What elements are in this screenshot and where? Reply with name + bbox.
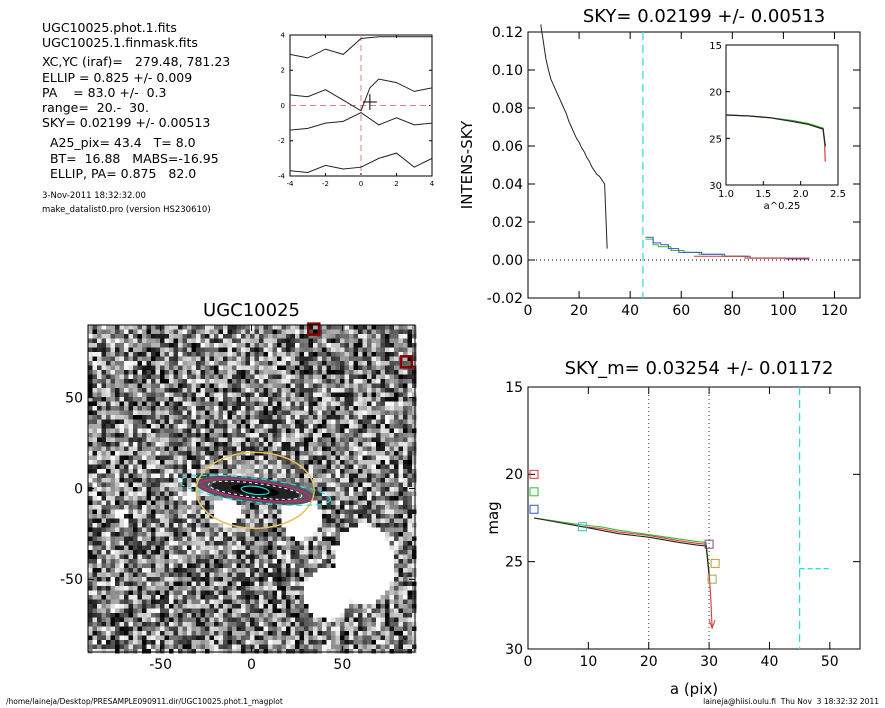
- mag-ylabel: mag: [484, 501, 502, 534]
- outer-ellipse: [199, 478, 311, 503]
- footer-path: /home/laineja/Desktop/PRESAMPLE090911.di…: [6, 697, 283, 706]
- info-panel: UGC10025.phot.1.fits UGC10025.1.finmask.…: [42, 20, 230, 217]
- intens-xtick-label: 20: [570, 303, 588, 319]
- intens-xtick-label: 120: [821, 303, 848, 319]
- center-plot-ytick-label: -2: [278, 137, 285, 145]
- info-line-sky: SKY= 0.02199 +/- 0.00513: [42, 115, 211, 131]
- inset-ytick-label: 15: [709, 41, 722, 52]
- intens-series-0: [540, 24, 608, 249]
- image-ytick-label: 0: [74, 481, 83, 497]
- intens-xtick-label: 80: [723, 303, 741, 319]
- mag-arrow-head: [708, 619, 716, 630]
- info-line-ellip-pa: ELLIP, PA= 0.875 82.0: [42, 165, 197, 181]
- center-plot-xtick-label: 4: [430, 180, 435, 188]
- info-line-date: 3-Nov-2011 18:32:32.00: [42, 191, 146, 202]
- sky-ellipse: [179, 474, 332, 507]
- info-line-pa: PA = 83.0 +/- 0.3: [42, 84, 167, 100]
- intens-ytick-label: -0.02: [487, 291, 523, 307]
- center-plot-xtick-label: 0: [359, 180, 363, 188]
- mag-marker-4: [704, 539, 714, 549]
- mag-xtick-label: 0: [524, 654, 533, 670]
- center-plot-xtick-label: 2: [394, 180, 398, 188]
- mag-ytick-label: 20: [505, 467, 523, 483]
- image-xtick-label: -50: [149, 657, 172, 673]
- info-line-program: make_datalist0.pro (version HS230610): [42, 205, 211, 216]
- intens-xtick-label: 40: [621, 303, 639, 319]
- intens-ytick-label: 0.00: [492, 253, 523, 269]
- image-xtick-label: 50: [333, 657, 351, 673]
- image-ytick-label: 50: [65, 391, 83, 407]
- inset-xtick-label: 2.0: [793, 189, 809, 200]
- image-noise-group: [88, 325, 417, 654]
- inset-ytick-label: 30: [709, 181, 722, 192]
- mag-marker-1: [529, 487, 539, 497]
- mag-marker-0: [529, 469, 539, 479]
- intens-ytick-label: 0.08: [492, 101, 523, 117]
- center-plot-contour: [289, 36, 432, 59]
- mag-ytick-label: 30: [505, 642, 523, 658]
- mag-frame: [527, 386, 861, 650]
- intens-ytick-label: 0.02: [492, 215, 523, 231]
- center-plot-xtick-label: -2: [322, 180, 329, 188]
- intens-xtick-label: 100: [770, 303, 797, 319]
- inset-xtick-label: 1.0: [718, 189, 734, 200]
- star-marker-2: [399, 355, 414, 369]
- info-line-ellip: ELLIP = 0.825 +/- 0.009: [42, 69, 193, 85]
- mag-marker-2: [529, 504, 539, 514]
- center-plot-ytick-label: -4: [278, 172, 286, 180]
- center-plot-ytick-label: 0: [281, 102, 285, 110]
- info-line-range: range= 20.- 30.: [42, 100, 149, 116]
- inset-xtick-label: 1.5: [755, 189, 771, 200]
- inset-ytick-label: 25: [709, 134, 722, 145]
- intens-xtick-label: 60: [672, 303, 690, 319]
- mag-xlabel: a (pix): [670, 680, 718, 698]
- info-line-center: XC,YC (iraf)= 279.48, 781.23: [42, 54, 231, 70]
- intens-ytick-label: 0.12: [492, 25, 523, 41]
- mag-series-2: [533, 517, 710, 576]
- inset-series-2: [725, 114, 826, 146]
- mag-marker-5: [710, 558, 720, 568]
- intens-ytick-label: 0.10: [492, 63, 523, 79]
- info-line-file: UGC10025.phot.1.fits: [42, 20, 177, 35]
- inset-frame: [725, 44, 839, 186]
- center-plot-ytick-label: 4: [281, 31, 286, 39]
- info-line-bt: BT= 16.88 MABS=-16.95: [42, 150, 219, 166]
- intens-series-3: [694, 255, 810, 260]
- star-marker-1: [307, 322, 321, 336]
- mag-xtick-label: 30: [700, 654, 718, 670]
- mag-series-1: [533, 517, 710, 571]
- intens-ylabel: INTENS-SKY: [458, 120, 476, 209]
- mag-marker-6: [707, 574, 717, 584]
- info-line-mask: UGC10025.1.finmask.fits: [42, 35, 198, 51]
- image-title: UGC10025: [203, 300, 300, 321]
- center-ellipse: [240, 485, 270, 496]
- center-plot-contour: [289, 111, 433, 131]
- mag-xtick-label: 10: [579, 654, 597, 670]
- center-plot-contour: [289, 78, 433, 112]
- mag-title: SKY_m= 0.03254 +/- 0.01172: [565, 358, 834, 379]
- inset-xtick-label: 2.5: [830, 189, 846, 200]
- center-plot-xtick-label: -4: [287, 180, 295, 188]
- mag-xtick-label: 40: [761, 654, 779, 670]
- center-plot-ytick-label: 2: [281, 67, 285, 75]
- image-xtick-label: 0: [247, 657, 256, 673]
- footer-user: laineja@hiisi.oulu.fi Thu Nov 3 18:32:32…: [703, 697, 879, 706]
- intens-frame: [527, 31, 861, 299]
- mag-xtick-label: 20: [640, 654, 658, 670]
- center-plot-contour: [289, 152, 433, 173]
- mag-ytick-label: 25: [505, 555, 523, 571]
- mag-ytick-label: 15: [505, 380, 523, 396]
- intens-title: SKY= 0.02199 +/- 0.00513: [583, 6, 825, 27]
- info-line-a25: A25_pix= 43.4 T= 8.0: [42, 135, 196, 151]
- mag-marker-3: [577, 522, 587, 532]
- inner-ellipse: [207, 480, 303, 500]
- inset-ytick-label: 20: [709, 88, 722, 99]
- inset-xlabel: a^0.25: [764, 201, 801, 212]
- intens-xtick-label: 0: [524, 303, 533, 319]
- intens-ytick-label: 0.04: [492, 177, 523, 193]
- intens-ytick-label: 0.06: [492, 139, 523, 155]
- mag-xtick-label: 50: [821, 654, 839, 670]
- image-ytick-label: -50: [60, 572, 83, 588]
